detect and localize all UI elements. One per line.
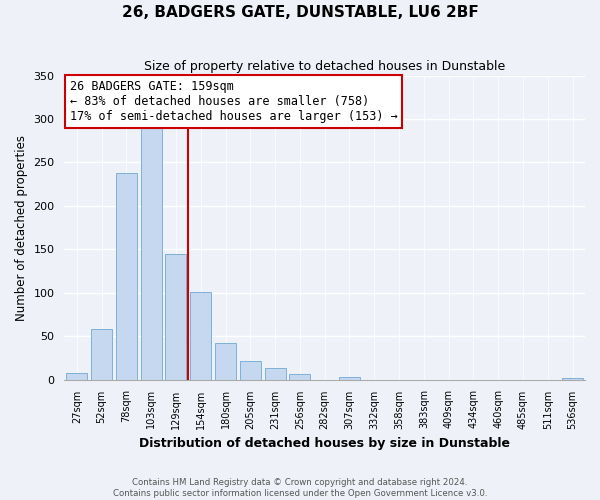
X-axis label: Distribution of detached houses by size in Dunstable: Distribution of detached houses by size … [139,437,510,450]
Y-axis label: Number of detached properties: Number of detached properties [15,134,28,320]
Bar [339,377,360,380]
Bar [166,254,187,380]
Bar [91,329,112,380]
Bar [190,292,211,380]
Bar [240,362,261,380]
Bar [562,378,583,380]
Text: Contains HM Land Registry data © Crown copyright and database right 2024.
Contai: Contains HM Land Registry data © Crown c… [113,478,487,498]
Title: Size of property relative to detached houses in Dunstable: Size of property relative to detached ho… [144,60,505,73]
Text: 26, BADGERS GATE, DUNSTABLE, LU6 2BF: 26, BADGERS GATE, DUNSTABLE, LU6 2BF [122,5,478,20]
Bar [140,128,162,380]
Bar [215,343,236,380]
Bar [265,368,286,380]
Bar [289,374,310,380]
Text: 26 BADGERS GATE: 159sqm
← 83% of detached houses are smaller (758)
17% of semi-d: 26 BADGERS GATE: 159sqm ← 83% of detache… [70,80,397,123]
Bar [66,372,88,380]
Bar [116,173,137,380]
